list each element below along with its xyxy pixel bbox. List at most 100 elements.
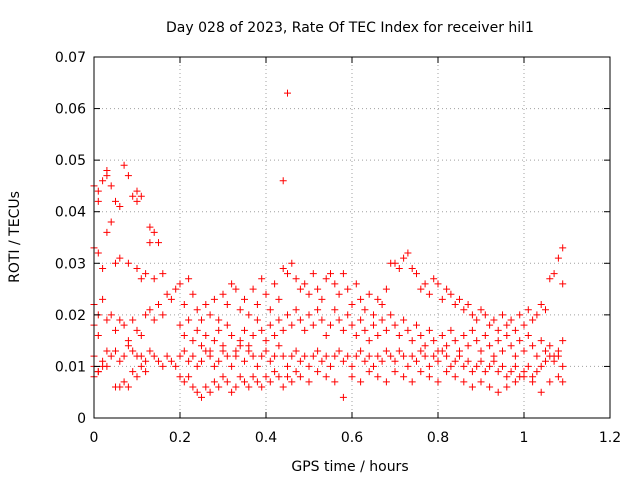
data-point-plus — [443, 368, 451, 376]
data-point-plus — [430, 337, 438, 345]
data-point-plus — [176, 321, 184, 329]
data-point-plus — [443, 285, 451, 293]
data-point-plus — [99, 264, 107, 272]
data-point-plus — [210, 295, 218, 303]
data-point-plus — [249, 352, 257, 360]
data-point-plus — [499, 347, 506, 355]
data-point-plus — [133, 264, 141, 272]
data-point-plus — [370, 311, 377, 319]
data-point-plus — [129, 347, 137, 355]
data-point-plus — [395, 264, 403, 272]
data-point-plus — [155, 239, 162, 247]
data-point-plus — [408, 337, 416, 345]
data-point-plus — [253, 362, 261, 370]
data-point-plus — [193, 388, 201, 396]
data-point-plus — [228, 331, 236, 339]
data-point-plus — [262, 373, 270, 381]
data-point-plus — [301, 280, 309, 288]
data-point-plus — [103, 228, 111, 236]
data-point-plus — [494, 388, 502, 396]
data-point-plus — [443, 342, 451, 350]
data-point-plus — [185, 357, 193, 365]
data-point-plus — [327, 362, 334, 370]
data-point-plus — [219, 373, 227, 381]
data-point-plus — [546, 275, 554, 283]
data-point-plus — [460, 306, 468, 314]
data-point-plus — [524, 362, 532, 370]
data-point-plus — [112, 197, 119, 205]
data-point-plus — [451, 337, 459, 345]
data-point-plus — [447, 290, 455, 298]
data-points — [90, 89, 567, 401]
data-point-plus — [99, 362, 107, 370]
data-point-plus — [305, 290, 313, 298]
data-point-plus — [335, 316, 343, 324]
y-tick-label: 0.02 — [55, 308, 86, 324]
data-point-plus — [159, 270, 167, 278]
data-point-plus — [339, 270, 347, 278]
data-point-plus — [464, 301, 472, 309]
data-point-plus — [348, 321, 356, 329]
data-point-plus — [107, 352, 115, 360]
data-point-plus — [266, 321, 274, 329]
data-point-plus — [559, 378, 567, 386]
data-point-plus — [163, 352, 171, 360]
data-point-plus — [559, 337, 567, 345]
data-point-plus — [391, 259, 399, 267]
data-point-plus — [408, 264, 416, 272]
data-point-plus — [477, 357, 485, 365]
data-point-plus — [361, 357, 369, 365]
data-point-plus — [486, 362, 494, 370]
data-point-plus — [172, 285, 180, 293]
data-point-plus — [529, 342, 537, 350]
data-point-plus — [288, 321, 296, 329]
data-point-plus — [400, 373, 408, 381]
data-point-plus — [477, 306, 485, 314]
data-point-plus — [378, 316, 386, 324]
data-point-plus — [124, 383, 132, 391]
data-point-plus — [292, 368, 300, 376]
data-point-plus — [520, 321, 528, 329]
data-point-plus — [391, 368, 399, 376]
data-point-plus — [301, 326, 309, 334]
data-point-plus — [202, 331, 210, 339]
data-point-plus — [271, 331, 279, 339]
data-point-plus — [447, 362, 455, 370]
data-point-plus — [339, 393, 347, 401]
data-point-plus — [163, 290, 171, 298]
data-point-plus — [159, 311, 167, 319]
data-point-plus — [202, 347, 210, 355]
data-point-plus — [473, 316, 481, 324]
data-point-plus — [120, 378, 128, 386]
data-point-plus — [284, 373, 291, 381]
data-point-plus — [468, 311, 476, 319]
data-point-plus — [387, 311, 395, 319]
data-point-plus — [137, 331, 145, 339]
data-point-plus — [107, 182, 115, 190]
data-point-plus — [365, 368, 373, 376]
data-point-plus — [361, 306, 369, 314]
data-point-plus — [284, 311, 291, 319]
data-point-plus — [559, 362, 567, 370]
data-point-plus — [327, 270, 334, 278]
data-point-plus — [185, 275, 193, 283]
data-point-plus — [503, 331, 511, 339]
data-point-plus — [425, 326, 433, 334]
data-point-plus — [520, 347, 528, 355]
data-point-plus — [253, 316, 261, 324]
data-point-plus — [275, 373, 283, 381]
data-point-plus — [348, 301, 356, 309]
data-point-plus — [391, 321, 399, 329]
data-point-plus — [236, 306, 244, 314]
data-point-plus — [421, 280, 429, 288]
data-point-plus — [374, 352, 382, 360]
data-point-plus — [253, 378, 261, 386]
data-point-plus — [228, 388, 236, 396]
data-point-plus — [438, 347, 446, 355]
y-tick-label: 0.06 — [55, 102, 86, 118]
data-point-plus — [288, 378, 296, 386]
data-point-plus — [129, 316, 137, 324]
data-point-plus — [417, 331, 425, 339]
data-point-plus — [292, 347, 300, 355]
